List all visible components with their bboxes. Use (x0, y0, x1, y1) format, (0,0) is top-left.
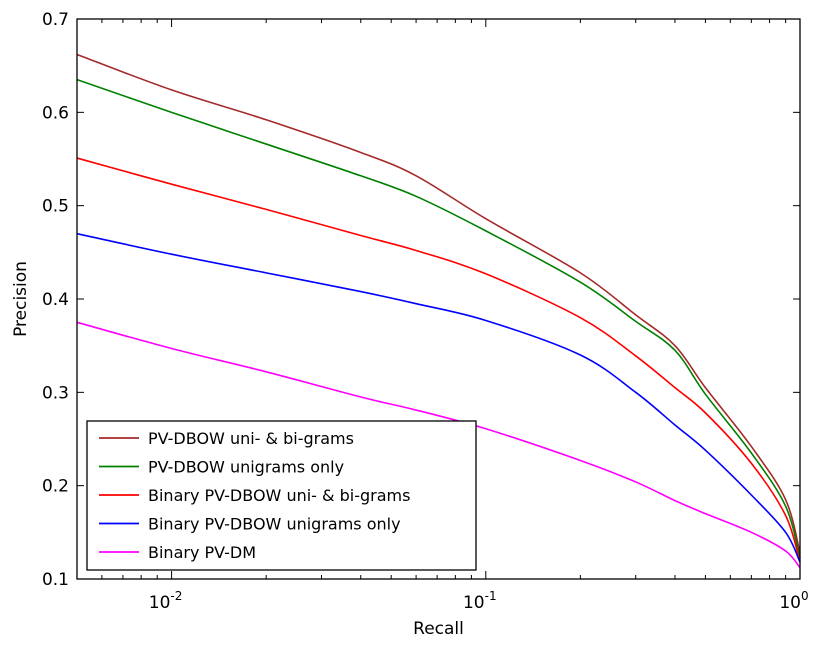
legend-box (86, 420, 477, 571)
legend-entry-label: Binary PV-DBOW unigrams only (148, 515, 401, 534)
series-line-4 (76, 232, 801, 563)
y-tick-label: 0.2 (42, 477, 69, 497)
ticks-layer: 0.10.20.30.40.50.60.710-2 10-1 100 (42, 10, 809, 613)
x-tick-base: 10 (149, 593, 171, 613)
y-tick-label: 0.7 (42, 10, 69, 30)
x-axis-label: Recall (413, 619, 464, 639)
x-tick-base: 10 (779, 593, 801, 613)
x-tick-label: 10-1 (463, 589, 497, 613)
legend-entry-label: Binary PV-DM (148, 543, 256, 562)
y-tick-label: 0.4 (42, 290, 69, 310)
series-line-1 (76, 53, 801, 554)
x-tick-exponent: -1 (485, 589, 497, 603)
legend-entry-label: PV-DBOW unigrams only (148, 458, 344, 477)
series-layer (76, 53, 801, 569)
y-tick-label: 0.5 (42, 197, 69, 217)
series-line-5 (76, 321, 801, 569)
y-tick-label: 0.1 (42, 570, 69, 590)
x-tick-label: 100 (779, 589, 808, 613)
legend-entry-label: PV-DBOW uni- & bi-grams (148, 429, 354, 448)
x-tick-exponent: 0 (801, 589, 809, 603)
x-tick-exponent: -2 (170, 589, 182, 603)
y-tick-label: 0.6 (42, 103, 69, 123)
y-axis-label: Precision (11, 261, 31, 337)
x-tick-label: 10-2 (149, 589, 183, 613)
legend: PV-DBOW uni- & bi-grams PV-DBOW unigrams … (86, 420, 477, 571)
legend-entry-label: Binary PV-DBOW uni- & bi-grams (148, 486, 410, 505)
series-line-3 (76, 157, 801, 563)
x-tick-base: 10 (463, 593, 485, 613)
series-line-2 (76, 78, 801, 559)
y-tick-label: 0.3 (42, 383, 69, 403)
